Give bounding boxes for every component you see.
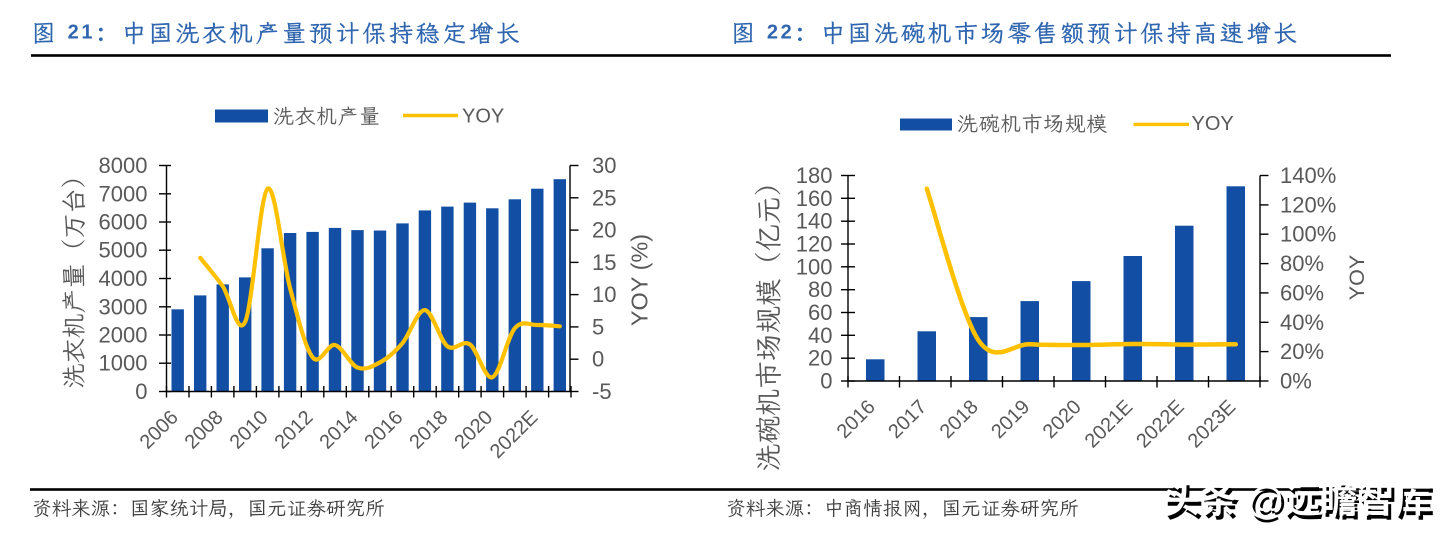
- svg-text:YOY: YOY: [462, 106, 504, 128]
- svg-text:100%: 100%: [1280, 222, 1336, 247]
- svg-text:5: 5: [592, 314, 604, 339]
- svg-text:15: 15: [592, 250, 616, 275]
- svg-text:1000: 1000: [99, 351, 148, 376]
- svg-text:洗碗机市场规模: 洗碗机市场规模: [957, 113, 1108, 136]
- svg-text:60%: 60%: [1280, 280, 1324, 305]
- svg-text:YOY: YOY: [1345, 255, 1369, 300]
- svg-text:图 21：中国洗衣机产量预计保持稳定增长: 图 21：中国洗衣机产量预计保持稳定增长: [32, 21, 523, 48]
- svg-text:洗碗机市场规模（亿元）: 洗碗机市场规模（亿元）: [753, 169, 784, 472]
- svg-text:80: 80: [808, 277, 832, 302]
- svg-text:头条 @远瞻智库: 头条 @远瞻智库: [1166, 484, 1434, 525]
- svg-text:6000: 6000: [99, 210, 148, 235]
- svg-text:YOY (%): YOY (%): [627, 234, 653, 326]
- svg-text:YOY: YOY: [1192, 113, 1234, 135]
- svg-text:20: 20: [808, 346, 832, 371]
- svg-text:0: 0: [592, 347, 604, 372]
- svg-text:120%: 120%: [1280, 192, 1336, 217]
- svg-text:4000: 4000: [99, 266, 148, 291]
- svg-text:洗衣机产量（万台）: 洗衣机产量（万台）: [61, 163, 89, 388]
- svg-text:0%: 0%: [1280, 369, 1312, 394]
- svg-text:5000: 5000: [99, 238, 148, 263]
- svg-text:180: 180: [796, 163, 833, 188]
- svg-text:0: 0: [820, 369, 832, 394]
- svg-text:10: 10: [592, 282, 616, 307]
- svg-text:25: 25: [592, 185, 616, 210]
- svg-text:100: 100: [796, 254, 833, 279]
- svg-text:2000: 2000: [99, 323, 148, 348]
- svg-text:60: 60: [808, 300, 832, 325]
- svg-text:140%: 140%: [1280, 163, 1336, 188]
- svg-text:160: 160: [796, 186, 833, 211]
- svg-text:20%: 20%: [1280, 339, 1324, 364]
- svg-text:头条 @远瞻智库: 头条 @远瞻智库: [1163, 480, 1431, 521]
- svg-text:40%: 40%: [1280, 310, 1324, 335]
- svg-text:140: 140: [796, 209, 833, 234]
- svg-text:8000: 8000: [99, 153, 148, 178]
- svg-text:80%: 80%: [1280, 251, 1324, 276]
- svg-text:洗衣机产量: 洗衣机产量: [273, 106, 381, 129]
- svg-text:资料来源：国家统计局，国元证券研究所: 资料来源：国家统计局，国元证券研究所: [32, 498, 385, 520]
- svg-text:资料来源：中商情报网，国元证券研究所: 资料来源：中商情报网，国元证券研究所: [726, 498, 1079, 520]
- svg-text:120: 120: [796, 232, 833, 257]
- svg-text:图 22：中国洗碗机市场零售额预计保持高速增长: 图 22：中国洗碗机市场零售额预计保持高速增长: [731, 21, 1300, 48]
- svg-text:20: 20: [592, 218, 616, 243]
- svg-text:3000: 3000: [99, 294, 148, 319]
- svg-text:30: 30: [592, 153, 616, 178]
- svg-text:7000: 7000: [99, 181, 148, 206]
- svg-text:0: 0: [135, 379, 147, 404]
- svg-text:-5: -5: [592, 379, 612, 404]
- svg-text:40: 40: [808, 323, 832, 348]
